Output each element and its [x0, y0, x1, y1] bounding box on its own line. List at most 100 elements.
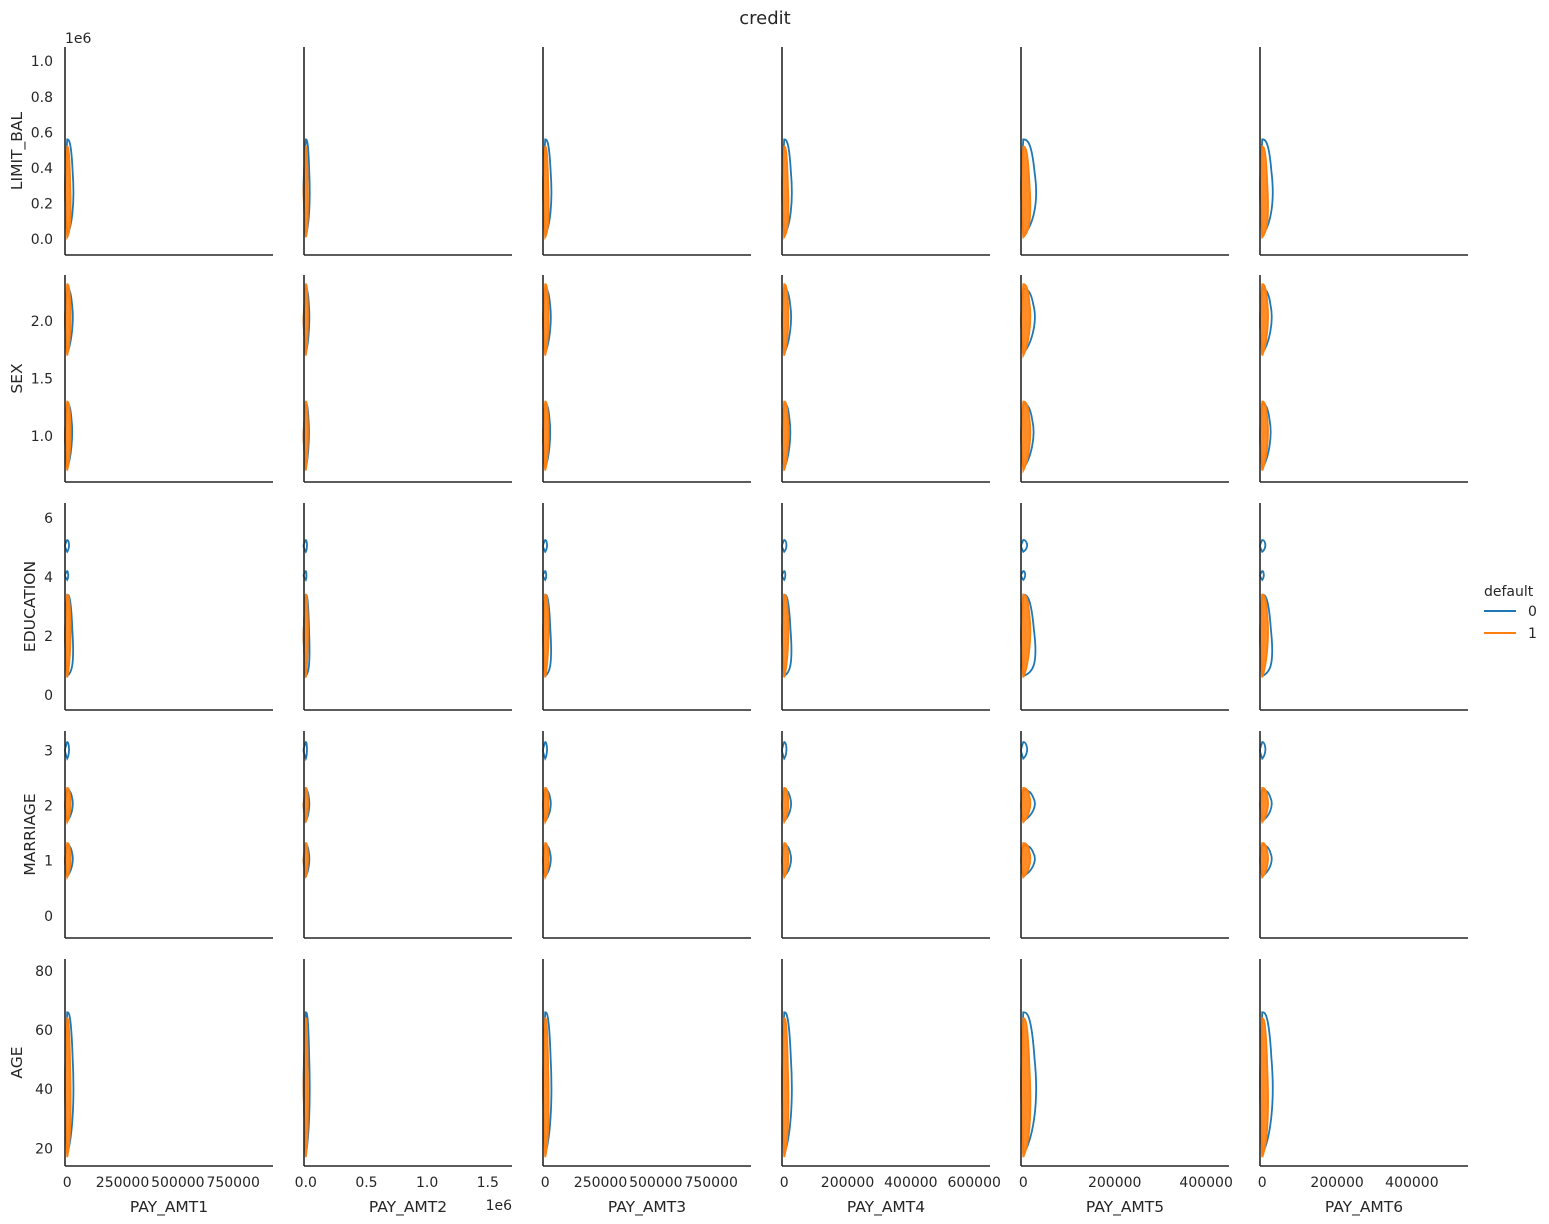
panel-SEX-PAY_AMT5: [1020, 275, 1229, 483]
x-tick-label: 0: [63, 1175, 72, 1191]
panel-AGE-PAY_AMT5: 0 200000 400000 PAY_AMT5: [1019, 959, 1233, 1217]
y-axis-label: LIMIT_BAL: [8, 112, 27, 191]
x-tick-label: 1.0: [416, 1175, 438, 1191]
x-tick-label: 250000: [96, 1175, 149, 1191]
legend-label-1: 1: [1528, 626, 1537, 642]
y-tick-label: 40: [35, 1082, 53, 1098]
kde-contour-default-1: [781, 1017, 790, 1158]
kde-contour-default-1: [781, 145, 790, 240]
x-tick-label: 200000: [821, 1175, 874, 1191]
y-tick-label: 3: [44, 743, 53, 759]
panel-SEX-PAY_AMT1: 1.0 1.5 2.0 SEX: [8, 275, 273, 483]
y-tick-label: 0: [44, 909, 53, 925]
y-tick-label: 1.5: [31, 372, 53, 388]
y-tick-label: 0: [44, 688, 53, 704]
y-tick-label: 1.0: [31, 54, 53, 70]
panel-MARRIAGE-PAY_AMT1: 0 1 2 3 MARRIAGE: [21, 731, 273, 939]
panel-LIMIT_BAL-PAY_AMT4: [781, 47, 990, 256]
y-axis-label: AGE: [8, 1046, 26, 1078]
y-tick-label: 0.2: [31, 196, 53, 212]
panel-MARRIAGE-PAY_AMT3: [542, 731, 751, 939]
kde-contour-default-1: [542, 145, 550, 241]
kde-contour-default-1: [542, 842, 550, 881]
y-tick-label: 80: [35, 964, 53, 980]
y-tick-label: 1.0: [31, 429, 53, 445]
panel-LIMIT_BAL-PAY_AMT2: [302, 47, 512, 256]
panel-SEX-PAY_AMT3: [542, 275, 751, 483]
panel-grid: 0.0 0.2 0.4 0.6 0.8 1.0 1e6 LIMIT_BAL 1.0 1.5 2.0 S…: [8, 31, 1468, 1217]
panel-LIMIT_BAL-PAY_AMT1: 0.0 0.2 0.4 0.6 0.8 1.0 1e6 LIMIT_BAL: [8, 31, 273, 256]
x-tick-label: 0: [780, 1175, 789, 1191]
kde-contour-default-1: [64, 283, 72, 356]
kde-contour-default-0: [1020, 741, 1029, 761]
x-tick-label: 500000: [629, 1175, 682, 1191]
y-tick-label: 6: [44, 511, 53, 527]
panel-MARRIAGE-PAY_AMT2: [302, 731, 512, 939]
panel-MARRIAGE-PAY_AMT6: [1259, 731, 1468, 939]
x-tick-label: 600000: [947, 1175, 1000, 1191]
y-axis-label: SEX: [8, 363, 26, 394]
y-tick-label: 0.8: [31, 90, 53, 106]
panel-MARRIAGE-PAY_AMT5: [1020, 731, 1229, 939]
y-offset-label: 1e6: [65, 31, 92, 47]
x-tick-label: 0: [1019, 1175, 1028, 1191]
chart-title: credit: [739, 8, 790, 29]
x-tick-label: 0.5: [355, 1175, 377, 1191]
x-tick-label: 200000: [1310, 1175, 1363, 1191]
kde-contour-default-1: [64, 786, 72, 825]
kde-contour-default-1: [64, 1017, 72, 1158]
x-tick-label: 750000: [206, 1175, 259, 1191]
x-tick-label: 0: [541, 1175, 550, 1191]
panel-AGE-PAY_AMT6: 0 200000 400000 PAY_AMT6: [1258, 959, 1468, 1217]
panel-EDUCATION-PAY_AMT1: 0 2 4 6 EDUCATION: [21, 503, 273, 711]
y-axis-label: MARRIAGE: [21, 793, 39, 875]
panel-EDUCATION-PAY_AMT6: [1259, 503, 1468, 711]
kde-contour-default-1: [781, 593, 790, 678]
x-axis-label: PAY_AMT6: [1325, 1198, 1403, 1217]
kde-contour-default-0: [1259, 741, 1267, 761]
y-tick-label: 60: [35, 1023, 53, 1039]
y-tick-label: 4: [44, 570, 53, 586]
y-tick-label: 2: [44, 629, 53, 645]
x-tick-label: 250000: [574, 1175, 627, 1191]
kde-contour-default-0: [1020, 539, 1029, 554]
panel-LIMIT_BAL-PAY_AMT6: [1259, 47, 1468, 256]
kde-contour-default-0: [1259, 539, 1267, 554]
panel-EDUCATION-PAY_AMT4: [781, 503, 990, 711]
panel-EDUCATION-PAY_AMT5: [1020, 503, 1229, 711]
y-tick-label: 2.0: [31, 314, 53, 330]
panel-LIMIT_BAL-PAY_AMT5: [1020, 47, 1229, 256]
kde-contour-default-1: [542, 1017, 550, 1158]
panel-AGE-PAY_AMT4: 0 200000 400000 600000 PAY_AMT4: [780, 959, 1001, 1217]
x-axis-label: PAY_AMT5: [1086, 1198, 1164, 1217]
kde-contour-default-1: [542, 400, 550, 471]
panel-LIMIT_BAL-PAY_AMT3: [542, 47, 751, 256]
panel-SEX-PAY_AMT2: [302, 275, 512, 483]
kde-contour-default-1: [1259, 145, 1269, 240]
y-tick-label: 0.6: [31, 125, 53, 141]
panel-AGE-PAY_AMT1: 20 40 60 80 AGE 0 250000 500000 750000 PAY_AMT1: [8, 959, 273, 1217]
panel-EDUCATION-PAY_AMT3: [542, 503, 751, 711]
y-axis-label: EDUCATION: [21, 561, 39, 652]
kde-contour-default-1: [542, 283, 550, 356]
x-tick-label: 200000: [1088, 1175, 1141, 1191]
kde-contour-default-1: [64, 842, 72, 881]
x-tick-label: 500000: [151, 1175, 204, 1191]
legend-label-0: 0: [1528, 604, 1537, 620]
y-tick-label: 0.4: [31, 161, 53, 177]
kde-contour-default-1: [64, 400, 72, 471]
x-offset-label: 1e6: [486, 1198, 513, 1214]
x-axis-label: PAY_AMT3: [608, 1198, 686, 1217]
kde-contour-default-1: [1020, 1017, 1032, 1158]
x-tick-label: 400000: [884, 1175, 937, 1191]
legend-title: default: [1484, 584, 1534, 600]
panel-AGE-PAY_AMT3: 0 250000 500000 750000 PAY_AMT3: [541, 959, 751, 1217]
x-tick-label: 400000: [1385, 1175, 1438, 1191]
x-axis-label: PAY_AMT4: [847, 1198, 925, 1217]
x-tick-label: 400000: [1179, 1175, 1232, 1191]
kde-contour-default-1: [1020, 593, 1032, 678]
panel-EDUCATION-PAY_AMT2: [302, 503, 512, 711]
kde-contour-default-1: [1259, 1017, 1269, 1158]
kde-contour-default-1: [1259, 593, 1269, 678]
